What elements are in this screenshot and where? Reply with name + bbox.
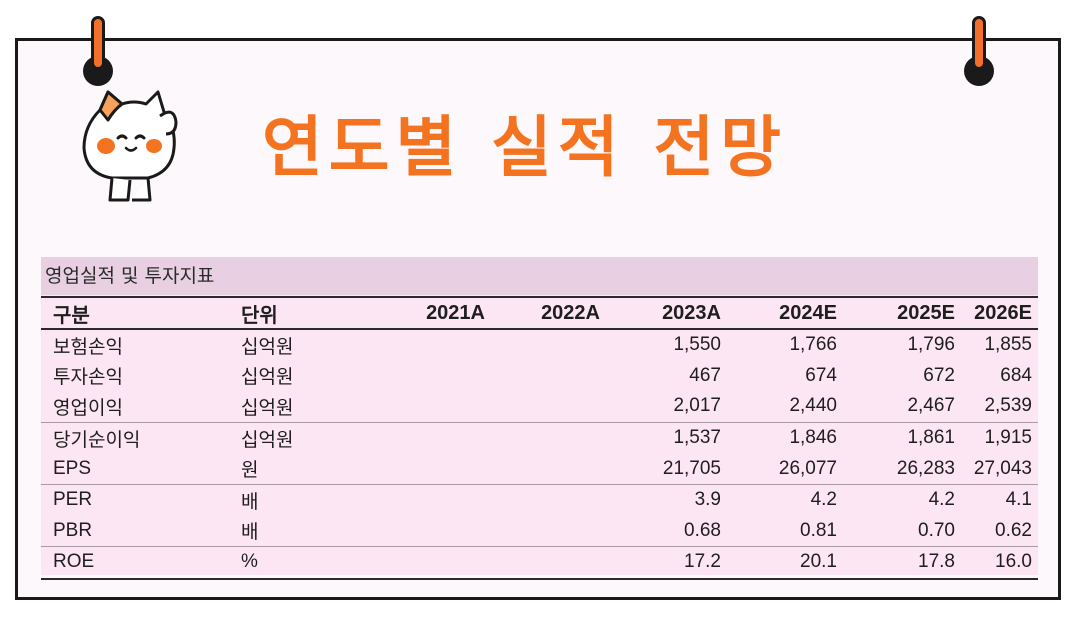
header-2024e: 2024E	[727, 296, 843, 330]
cell-2021a	[381, 361, 491, 392]
table-caption: 영업실적 및 투자지표	[41, 257, 1038, 295]
table-row: ROE % 17.2 20.1 17.8 16.0	[41, 546, 1038, 580]
cell-2023a: 1,550	[673, 334, 721, 356]
header-2023a: 2023A	[606, 296, 727, 330]
cell-2023a: 17.2	[606, 546, 727, 580]
cell-2021a	[381, 453, 491, 484]
table-header-row: 구분 단위 2021A 2022A 2023A 2024E 2025E 2026…	[41, 296, 1038, 330]
page-title: 연도별 실적 전망	[262, 109, 787, 186]
header-unit: 단위	[241, 296, 381, 330]
cell-2022a	[491, 391, 606, 422]
row-label: ROE	[41, 546, 241, 580]
cell-2023a: 0.68	[684, 519, 721, 541]
cell-2026e: 1,915	[961, 421, 1038, 454]
header-category: 구분	[41, 296, 241, 330]
cell-2026e: 2,539	[984, 395, 1032, 417]
cell-2023a: 3.9	[606, 483, 727, 516]
cell-2021a	[381, 546, 491, 580]
table-row: 보험손익 십억원 1,550 1,766 1,796 1,855	[41, 329, 1038, 361]
header-2026e: 2026E	[961, 296, 1038, 330]
table-row: PER 배 3.9 4.2 4.2 4.1	[41, 483, 1038, 516]
table-row: 영업이익 십억원 2,017 2,440 2,467 2,539	[41, 391, 1038, 422]
row-label: EPS	[53, 457, 92, 479]
cell-2022a	[491, 421, 606, 454]
cell-2025e: 1,861	[843, 421, 961, 454]
cell-2026e: 4.1	[961, 483, 1038, 516]
cell-2024e: 4.2	[727, 483, 843, 516]
cell-2026e: 16.0	[961, 546, 1038, 580]
cell-2024e: 26,077	[778, 457, 837, 479]
cell-2021a	[381, 391, 491, 422]
binder-clip-left-icon	[83, 16, 113, 86]
table-row: EPS 원 21,705 26,077 26,283 27,043	[41, 453, 1038, 484]
cell-2021a	[381, 329, 491, 361]
cell-2023a: 2,017	[673, 395, 721, 417]
cell-2025e: 672	[923, 364, 955, 386]
row-unit: 배	[241, 522, 259, 544]
cell-2026e: 0.62	[995, 519, 1032, 541]
row-unit: 배	[241, 483, 381, 516]
cell-2024e: 2,440	[789, 395, 837, 417]
row-label: 보험손익	[53, 336, 123, 358]
cell-2026e: 684	[1000, 364, 1032, 386]
cell-2025e: 0.70	[918, 519, 955, 541]
cell-2024e: 674	[805, 364, 837, 386]
header-2025e: 2025E	[843, 296, 961, 330]
financial-table-panel: 영업실적 및 투자지표 구분 단위 2021A 2022A 2023A 2024…	[41, 257, 1038, 580]
cell-2023a: 467	[689, 364, 721, 386]
row-unit: 십억원	[241, 367, 294, 389]
cell-2021a	[381, 516, 491, 547]
row-label: 투자손익	[53, 367, 123, 389]
cell-2026e: 1,855	[984, 334, 1032, 356]
cell-2024e: 1,846	[727, 421, 843, 454]
row-label: PER	[41, 483, 241, 516]
cell-2026e: 27,043	[973, 457, 1032, 479]
row-unit: 십억원	[241, 397, 294, 419]
cell-2024e: 20.1	[727, 546, 843, 580]
cell-2024e: 1,766	[789, 334, 837, 356]
cell-2025e: 4.2	[843, 483, 961, 516]
table-row: PBR 배 0.68 0.81 0.70 0.62	[41, 516, 1038, 547]
cell-2022a	[491, 361, 606, 392]
financial-table: 구분 단위 2021A 2022A 2023A 2024E 2025E 2026…	[41, 296, 1038, 580]
cat-mascot-icon	[82, 90, 178, 202]
row-unit: 원	[241, 460, 259, 482]
cell-2022a	[491, 329, 606, 361]
row-unit: 십억원	[241, 421, 381, 454]
table-row: 당기순이익 십억원 1,537 1,846 1,861 1,915	[41, 421, 1038, 454]
table-row: 투자손익 십억원 467 674 672 684	[41, 361, 1038, 392]
row-unit: 십억원	[241, 336, 294, 358]
cell-2021a	[381, 421, 491, 454]
cell-2022a	[491, 483, 606, 516]
cell-2025e: 17.8	[843, 546, 961, 580]
cell-2021a	[381, 483, 491, 516]
cell-2023a: 1,537	[606, 421, 727, 454]
cell-2024e: 0.81	[800, 519, 837, 541]
cell-2025e: 26,283	[896, 457, 955, 479]
row-label: PBR	[53, 519, 93, 541]
header-2022a: 2022A	[491, 296, 606, 330]
cell-2025e: 2,467	[907, 395, 955, 417]
cell-2022a	[491, 453, 606, 484]
cell-2025e: 1,796	[907, 334, 955, 356]
header-2021a: 2021A	[381, 296, 491, 330]
cell-2022a	[491, 516, 606, 547]
cell-2022a	[491, 546, 606, 580]
row-unit: %	[241, 546, 381, 580]
row-label: 당기순이익	[41, 421, 241, 454]
cell-2023a: 21,705	[662, 457, 721, 479]
row-label: 영업이익	[53, 397, 123, 419]
binder-clip-right-icon	[964, 16, 994, 86]
